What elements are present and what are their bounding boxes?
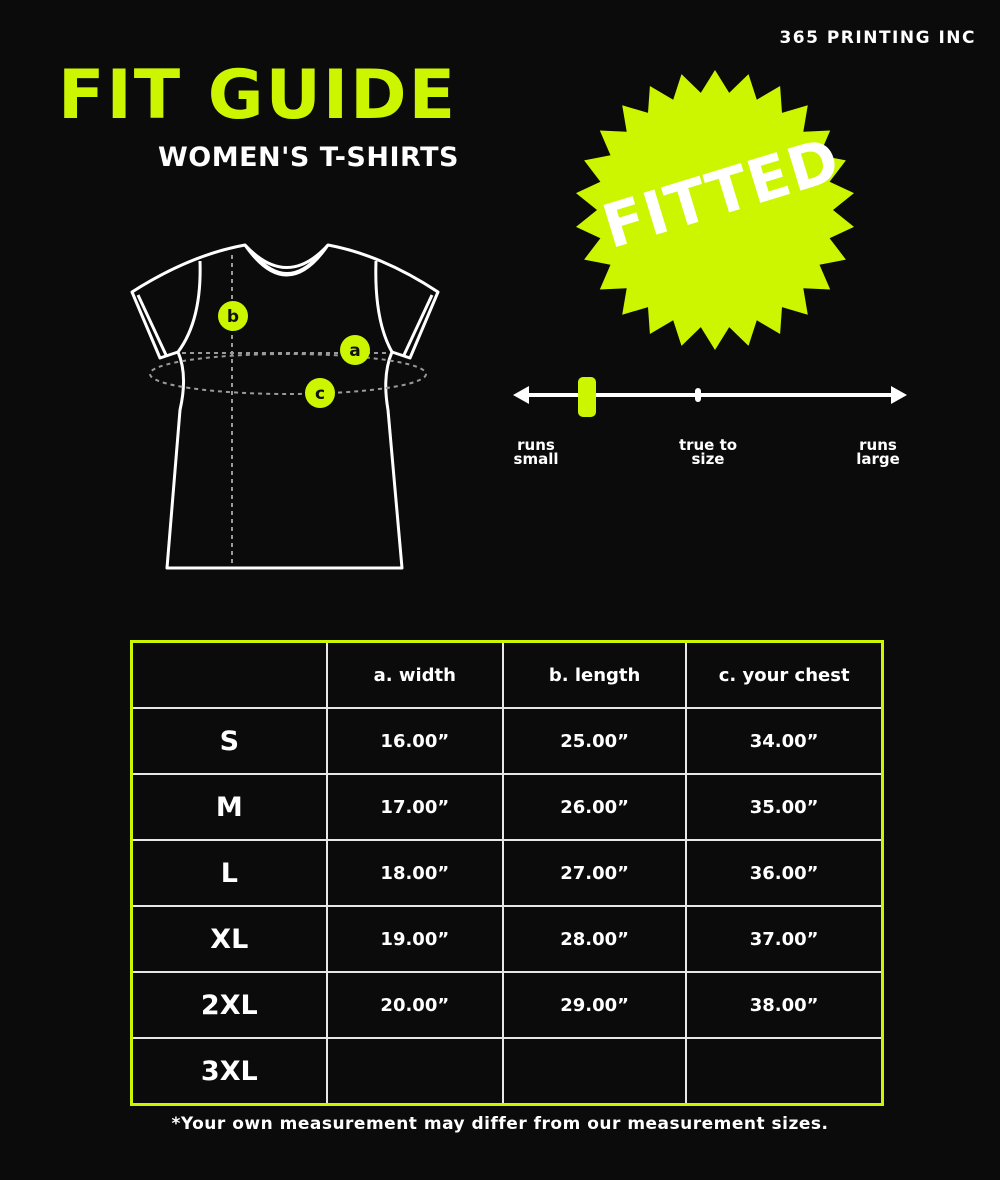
footnote: *Your own measurement may differ from ou… [171,1114,829,1134]
width-cell: 19.00” [325,905,504,973]
width-cell: 17.00” [325,773,504,841]
table-row: 2XL 20.00” 29.00” 38.00” [131,971,883,1039]
length-cell [501,1037,688,1105]
size-cell: 3XL [131,1037,328,1105]
svg-text:b: b [227,307,239,327]
size-cell: L [131,839,328,907]
label-runs-small: runs small [513,436,559,468]
fitted-badge [576,70,854,350]
width-cell: 20.00” [325,971,504,1039]
width-cell [325,1037,504,1105]
label-true-to-size: true to size [678,436,738,468]
chest-cell [685,1037,883,1105]
chest-cell: 36.00” [685,839,883,907]
size-cell: XL [131,905,328,973]
header-length: b. length [501,641,688,709]
brand-name: 365 PRINTING INC [779,28,976,48]
marker-a: a [340,335,370,365]
size-cell: 2XL [131,971,328,1039]
true-to-size-tick [695,388,701,402]
collar [243,244,330,277]
label-runs-large: runs large [856,436,900,468]
chest-ellipse [149,353,427,395]
length-cell: 25.00” [501,707,688,775]
header-width: a. width [325,641,504,709]
header-chest: c. your chest [685,641,883,709]
arrow-left-icon [513,386,529,404]
svg-text:c: c [315,384,325,404]
size-cell: S [131,707,328,775]
width-cell: 18.00” [325,839,504,907]
page-subtitle: WOMEN'S T-SHIRTS [158,142,459,173]
size-chart-table: a. width b. length c. your chest S 16.00”… [130,640,884,1106]
svg-text:a: a [349,341,360,361]
sleeve-right [374,260,434,356]
shirt-outline [130,243,440,570]
length-cell: 29.00” [501,971,688,1039]
sleeve-left [136,260,202,356]
table-row: M 17.00” 26.00” 35.00” [131,773,883,841]
fit-scale [513,377,907,417]
chest-cell: 34.00” [685,707,883,775]
table-row: L 18.00” 27.00” 36.00” [131,839,883,907]
table-header-row: a. width b. length c. your chest [131,641,883,709]
chest-cell: 35.00” [685,773,883,841]
length-cell: 26.00” [501,773,688,841]
table-row: S 16.00” 25.00” 34.00” [131,707,883,775]
chest-cell: 38.00” [685,971,883,1039]
header-empty [131,641,328,709]
tshirt-diagram: b a c [130,243,440,570]
size-cell: M [131,773,328,841]
chest-cell: 37.00” [685,905,883,973]
table-row: XL 19.00” 28.00” 37.00” [131,905,883,973]
arrow-right-icon [891,386,907,404]
starburst-shape [576,70,854,350]
length-cell: 27.00” [501,839,688,907]
marker-c: c [305,378,335,408]
length-cell: 28.00” [501,905,688,973]
fit-level-marker [578,377,596,417]
width-cell: 16.00” [325,707,504,775]
page-title: FIT GUIDE [58,56,458,135]
marker-b: b [218,301,248,331]
table-row: 3XL [131,1037,883,1105]
